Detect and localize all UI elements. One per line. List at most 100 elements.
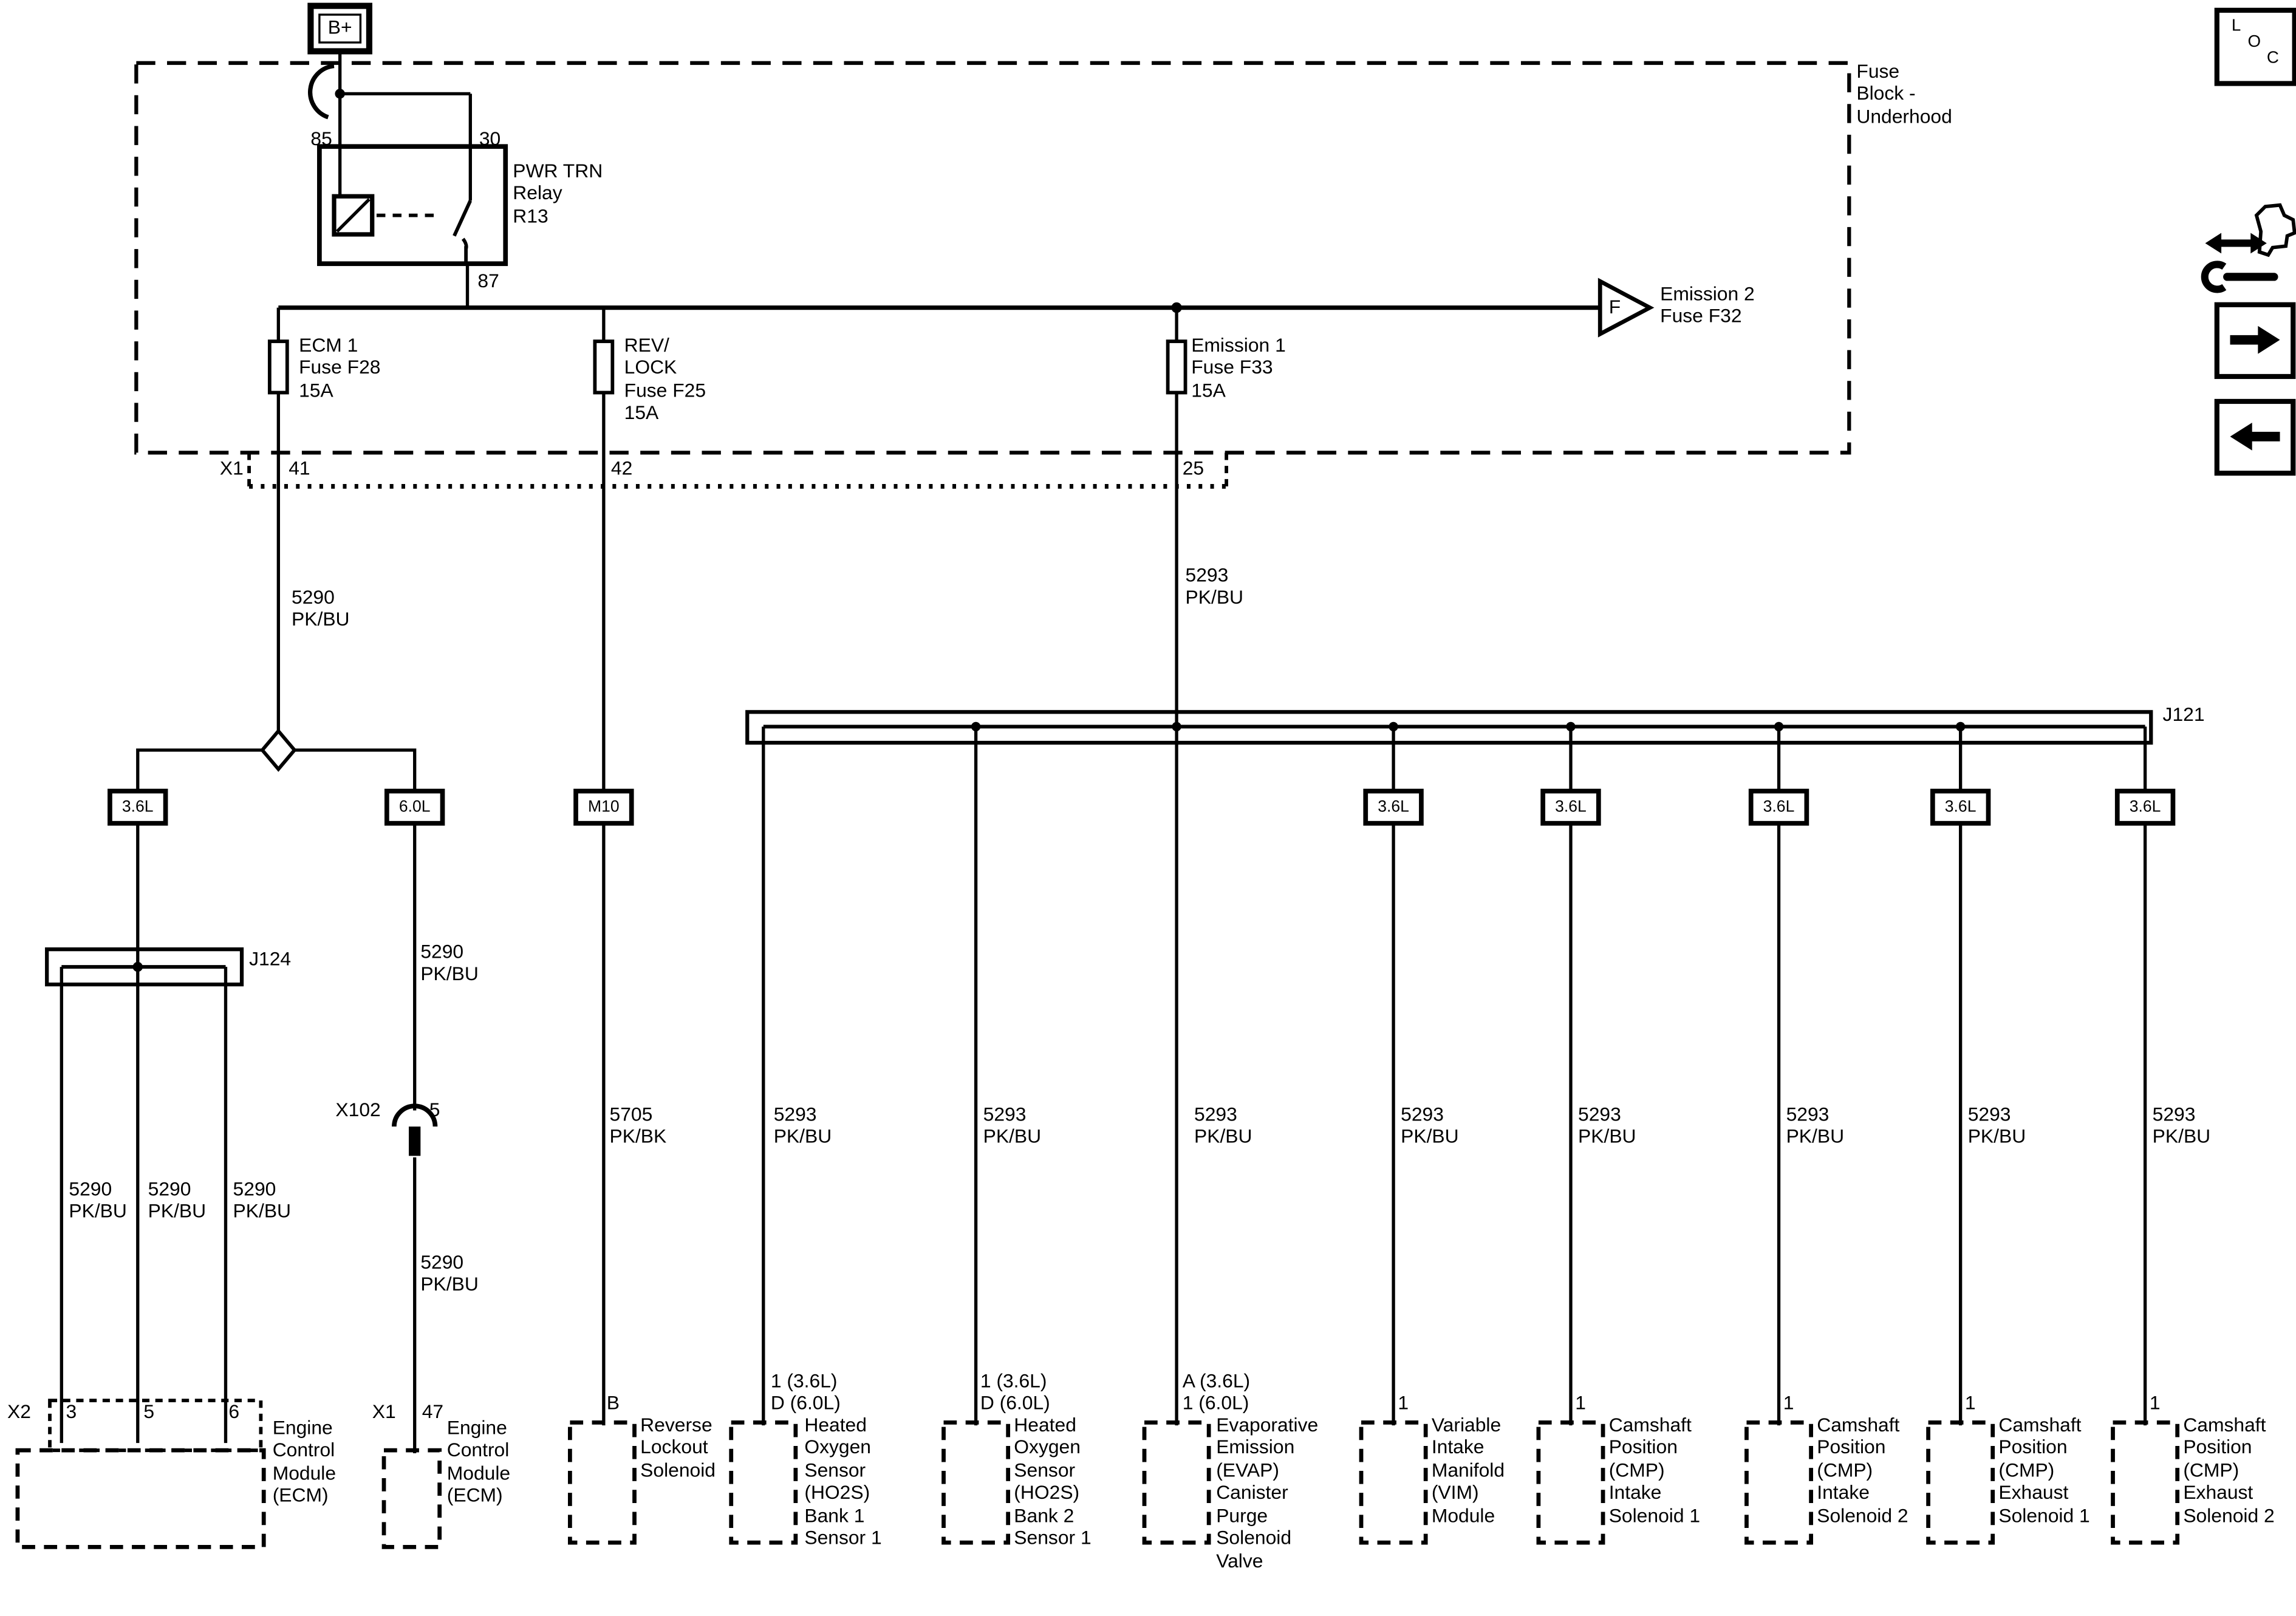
vim-pin: 1 bbox=[1398, 1391, 1409, 1414]
fuse-emission1-symbol bbox=[1166, 339, 1187, 395]
ecm-x2-box bbox=[15, 1448, 266, 1549]
cmp-exhaust1-name: Camshaft Position (CMP) Exhaust Solenoid… bbox=[1998, 1413, 2090, 1527]
pwr-trn-relay-box bbox=[317, 144, 508, 267]
loc-letter-l: L bbox=[2231, 17, 2241, 35]
cmp-intake2-box bbox=[1744, 1420, 1813, 1545]
relay-coil-diagonal bbox=[335, 198, 371, 233]
variant-box-m10 bbox=[573, 788, 634, 826]
variant-tag-36-cmp-i1: 3.6L bbox=[1555, 798, 1587, 816]
cmp-intake2-name: Camshaft Position (CMP) Intake Solenoid … bbox=[1817, 1413, 1908, 1527]
x1-pin-25: 25 bbox=[1182, 457, 1204, 479]
ho2s-bank2-pins: 1 (3.6L) D (6.0L) bbox=[980, 1369, 1050, 1414]
relay-pin-30: 30 bbox=[479, 127, 501, 150]
offpage-arrow-letter: F bbox=[1608, 296, 1621, 318]
wire-label-5290-d: 5290 PK/BU bbox=[148, 1178, 207, 1222]
x1-pin-42: 42 bbox=[610, 457, 633, 479]
x102-pin: 5 bbox=[429, 1099, 440, 1121]
cmp-exhaust2-box bbox=[2111, 1420, 2180, 1545]
x1-pin-41: 41 bbox=[289, 457, 310, 479]
fuse-revlock-symbol bbox=[593, 339, 615, 395]
x1-connector-edges bbox=[247, 452, 1228, 486]
ecm-x2-pin-6: 6 bbox=[228, 1400, 240, 1423]
wire-label-5290-c: 5290 PK/BU bbox=[69, 1178, 127, 1222]
prev-page-arrow-head bbox=[2230, 422, 2252, 451]
fuse-ecm1-symbol bbox=[267, 339, 289, 395]
ecm-x2-pin-5: 5 bbox=[143, 1400, 155, 1423]
ho2s-bank1-box bbox=[729, 1420, 798, 1545]
splice-diamond-icon bbox=[260, 728, 297, 772]
variant-boxes bbox=[108, 788, 2176, 826]
wire-label-5293-c8: 5293 PK/BU bbox=[2152, 1103, 2211, 1148]
relay-pin-87: 87 bbox=[477, 269, 499, 292]
variant-box-36-cmp-e1 bbox=[1930, 788, 1991, 826]
wire-label-5293-c2: 5293 PK/BU bbox=[983, 1103, 1042, 1148]
fuse-block-outline bbox=[134, 61, 1851, 455]
splice-branches bbox=[136, 748, 417, 791]
fusible-link-icon bbox=[308, 63, 335, 120]
relay-name: PWR TRN Relay R13 bbox=[513, 159, 603, 227]
wire-label-5293-c4: 5293 PK/BU bbox=[1401, 1103, 1459, 1148]
loc-button-box[interactable] bbox=[2214, 7, 2296, 86]
variant-tag-36-vim: 3.6L bbox=[1378, 798, 1409, 816]
x102-connector-pin-icon bbox=[409, 1127, 421, 1156]
wire-label-5293-feed: 5293 PK/BU bbox=[1185, 564, 1244, 609]
relay-pin-85: 85 bbox=[310, 127, 332, 150]
ecm-x2-pin-3: 3 bbox=[66, 1400, 77, 1423]
variant-tag-36-left: 3.6L bbox=[121, 798, 154, 816]
splice-pack-j121-box bbox=[745, 710, 2153, 745]
junction-dots bbox=[132, 89, 1966, 972]
emission2-ref-label: Emission 2 Fuse F32 bbox=[1660, 282, 1755, 327]
vim-name: Variable Intake Manifold (VIM) Module bbox=[1431, 1413, 1505, 1527]
splice-j121-label: J121 bbox=[2162, 703, 2205, 726]
ecm-x1-label: X1 bbox=[372, 1400, 396, 1423]
ecm-x2-label: X2 bbox=[7, 1400, 31, 1423]
cmp-intake1-pin: 1 bbox=[1575, 1391, 1586, 1414]
evap-pins: A (3.6L) 1 (6.0L) bbox=[1182, 1369, 1251, 1414]
next-page-button-box[interactable] bbox=[2214, 302, 2296, 380]
reverse-lockout-name: Reverse Lockout Solenoid bbox=[640, 1413, 716, 1481]
variant-tag-36-cmp-e1: 3.6L bbox=[1944, 798, 1977, 816]
ecm-x2-name: Engine Control Module (ECM) bbox=[272, 1416, 337, 1507]
variant-tag-60: 6.0L bbox=[398, 798, 431, 816]
ecm-x1-name: Engine Control Module (ECM) bbox=[446, 1416, 511, 1507]
x1-connector-label: X1 bbox=[219, 457, 244, 479]
battery-label: B+ bbox=[327, 16, 352, 38]
wire-label-5290-e: 5290 PK/BU bbox=[233, 1178, 292, 1222]
wire-label-5293-c3: 5293 PK/BU bbox=[1194, 1103, 1252, 1148]
variant-box-36-left bbox=[108, 788, 168, 826]
variant-box-36-cmp-i2 bbox=[1748, 788, 1809, 826]
offpage-arrow-icon bbox=[1597, 278, 1655, 338]
loc-letter-c: C bbox=[2266, 50, 2279, 67]
ho2s-bank1-pins: 1 (3.6L) D (6.0L) bbox=[770, 1369, 841, 1414]
variant-tag-36-cmp-e2: 3.6L bbox=[2129, 798, 2161, 816]
fuse-symbols bbox=[267, 339, 1187, 395]
splice-j124-label: J124 bbox=[249, 947, 292, 970]
wire-label-5293-c6: 5293 PK/BU bbox=[1786, 1103, 1845, 1148]
evap-box bbox=[1142, 1420, 1211, 1545]
cmp-exhaust2-name: Camshaft Position (CMP) Exhaust Solenoid… bbox=[2183, 1413, 2275, 1527]
variant-box-36-vim bbox=[1363, 788, 1424, 826]
reverse-lockout-pin: B bbox=[606, 1391, 620, 1414]
evap-name: Evaporative Emission (EVAP) Canister Pur… bbox=[1216, 1413, 1319, 1572]
wire-label-5290-b: 5290 PK/BU bbox=[420, 940, 479, 986]
j121-drops bbox=[762, 726, 2147, 1426]
fuse-revlock-label: REV/ LOCK Fuse F25 15A bbox=[624, 334, 706, 424]
loc-letter-o: O bbox=[2247, 33, 2261, 52]
variant-box-60 bbox=[384, 788, 445, 826]
x102-connector-arc-icon bbox=[392, 1103, 438, 1127]
reverse-lockout-box bbox=[568, 1420, 637, 1545]
variant-box-36-cmp-e2 bbox=[2114, 788, 2176, 826]
ecm-x2-pinrow-box bbox=[48, 1399, 263, 1453]
fuse-emission1-label: Emission 1 Fuse F33 15A bbox=[1191, 334, 1286, 401]
splice-pack-j124-box bbox=[45, 947, 244, 987]
ho2s-bank1-name: Heated Oxygen Sensor (HO2S) Bank 1 Senso… bbox=[804, 1413, 882, 1549]
diagnose-vehicle-icon[interactable] bbox=[2201, 203, 2296, 293]
wire-label-5290-f: 5290 PK/BU bbox=[420, 1251, 479, 1296]
battery-feed-wires bbox=[338, 50, 473, 201]
battery-terminal-inner-box bbox=[318, 13, 362, 44]
x102-label: X102 bbox=[335, 1099, 381, 1121]
ecm-x1-pin-47: 47 bbox=[422, 1400, 444, 1423]
fuse-ecm1-label: ECM 1 Fuse F28 15A bbox=[299, 334, 381, 401]
